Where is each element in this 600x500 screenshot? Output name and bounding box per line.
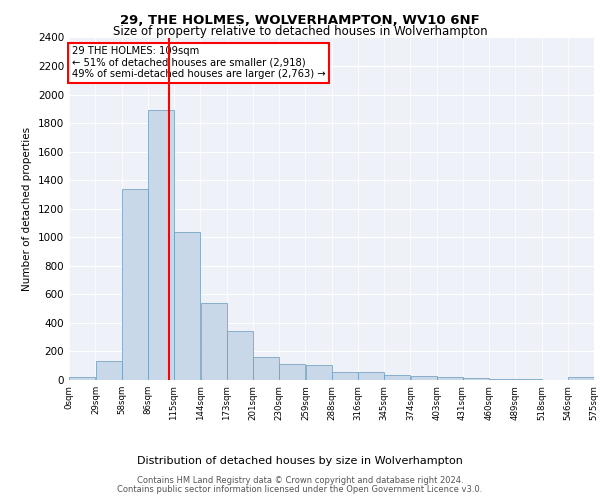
Bar	[463, 378, 489, 380]
Text: 29 THE HOLMES: 109sqm
← 51% of detached houses are smaller (2,918)
49% of semi-d: 29 THE HOLMES: 109sqm ← 51% of detached …	[71, 46, 325, 80]
Bar	[358, 372, 384, 380]
Bar	[306, 365, 332, 380]
Bar	[279, 364, 305, 380]
Bar	[69, 377, 95, 380]
Bar	[384, 375, 410, 380]
Text: Contains public sector information licensed under the Open Government Licence v3: Contains public sector information licen…	[118, 484, 482, 494]
Bar	[148, 110, 174, 380]
Bar	[411, 376, 437, 380]
Bar	[227, 332, 253, 380]
Bar	[332, 372, 358, 380]
Text: Size of property relative to detached houses in Wolverhampton: Size of property relative to detached ho…	[113, 25, 487, 38]
Text: Distribution of detached houses by size in Wolverhampton: Distribution of detached houses by size …	[137, 456, 463, 466]
Y-axis label: Number of detached properties: Number of detached properties	[22, 126, 32, 291]
Bar	[253, 357, 279, 380]
Bar	[96, 362, 122, 380]
Bar	[122, 189, 148, 380]
Bar	[174, 232, 200, 380]
Text: Contains HM Land Registry data © Crown copyright and database right 2024.: Contains HM Land Registry data © Crown c…	[137, 476, 463, 485]
Bar	[201, 303, 227, 380]
Text: 29, THE HOLMES, WOLVERHAMPTON, WV10 6NF: 29, THE HOLMES, WOLVERHAMPTON, WV10 6NF	[120, 14, 480, 27]
Bar	[568, 377, 594, 380]
Bar	[437, 377, 463, 380]
